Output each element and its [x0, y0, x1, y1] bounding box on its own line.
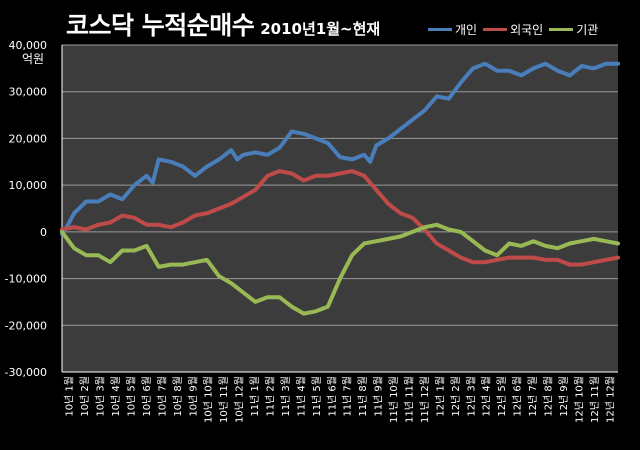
y-tick-label: -20,000: [5, 319, 47, 332]
x-tick-label: 11년 2월: [265, 376, 277, 417]
x-tick-label: 12년 11월: [589, 376, 601, 423]
x-tick-label: 11년 8월: [357, 376, 369, 417]
y-tick-label: 10,000: [9, 179, 48, 192]
x-tick-label: 10년 6월: [141, 376, 153, 417]
legend-swatch: [549, 28, 574, 31]
x-tick-label: 12년 2월: [450, 376, 462, 417]
x-tick-label: 11년 5월: [311, 376, 323, 417]
series-line: [60, 169, 620, 267]
x-tick-label: 10년 1월: [64, 376, 76, 417]
x-tick-label: 11년 1월: [249, 376, 261, 417]
x-tick-label: 10년 3월: [95, 376, 107, 417]
legend-label: 기관: [576, 23, 599, 37]
x-tick-label: 12년 10월: [573, 376, 585, 423]
x-tick-label: 12년 8월: [543, 376, 555, 417]
x-tick-label: 10년 9월: [187, 376, 199, 417]
legend-swatch: [428, 28, 452, 31]
x-tick-label: 12년 4월: [481, 376, 493, 417]
x-tick-label: 12년 9월: [558, 376, 570, 417]
legend-item: 기관: [549, 21, 598, 38]
y-tick-label: -30,000: [5, 366, 47, 379]
x-tick-label: 11년 10월: [388, 376, 400, 423]
y-tick-label: 0: [40, 226, 47, 239]
x-tick-label: 11년 12월: [419, 376, 431, 423]
series-line: [60, 222, 620, 316]
x-tick-label: 11년 7월: [342, 376, 354, 417]
chart-title: 코스닥 누적순매수 2010년1월~현재: [66, 6, 380, 42]
y-tick-label: 30,000: [9, 86, 48, 99]
series-line: [60, 61, 620, 237]
legend: 개인 외국인 기관: [428, 21, 598, 38]
x-tick-label: 11년 6월: [326, 376, 338, 417]
x-tick-label: 12년 7월: [527, 376, 539, 417]
x-tick-label: 12년 6월: [512, 376, 524, 417]
x-tick-label: 10년 8월: [172, 376, 184, 417]
x-tick-label: 10년 4월: [110, 376, 122, 417]
x-tick-label: 11년 9월: [373, 376, 385, 417]
x-tick-label: 12년 5월: [496, 376, 508, 417]
legend-item: 개인: [428, 21, 477, 38]
x-tick-label: 10년 10월: [203, 376, 215, 423]
y-tick-label: 40,000: [9, 39, 48, 52]
legend-label: 개인: [455, 23, 478, 37]
y-tick-label: -10,000: [5, 273, 47, 286]
legend-label: 외국인: [510, 23, 544, 37]
x-tick-label: 10년 2월: [79, 376, 91, 417]
x-tick-label: 12년 12월: [604, 376, 616, 423]
x-tick-label: 10년 5월: [126, 376, 138, 417]
x-tick-label: 10년 7월: [156, 376, 168, 417]
x-tick-label: 11년 11월: [404, 376, 416, 423]
x-tick-label: 12년 3월: [465, 376, 477, 417]
x-tick-label: 12년 1월: [434, 376, 446, 417]
legend-swatch: [483, 28, 508, 31]
x-tick-label: 10년 12월: [234, 376, 246, 423]
plot-area: [62, 45, 618, 372]
x-tick-label: 11년 3월: [280, 376, 292, 417]
legend-item: 외국인: [483, 21, 543, 38]
chart-title-main: 코스닥 누적순매수: [66, 11, 255, 40]
y-tick-label: 20,000: [9, 132, 48, 145]
x-tick-label: 11년 4월: [295, 376, 307, 417]
x-tick-label: 10년 11월: [218, 376, 230, 423]
chart-title-sub: 2010년1월~현재: [260, 20, 381, 38]
y-axis-unit: 억원: [22, 52, 45, 66]
